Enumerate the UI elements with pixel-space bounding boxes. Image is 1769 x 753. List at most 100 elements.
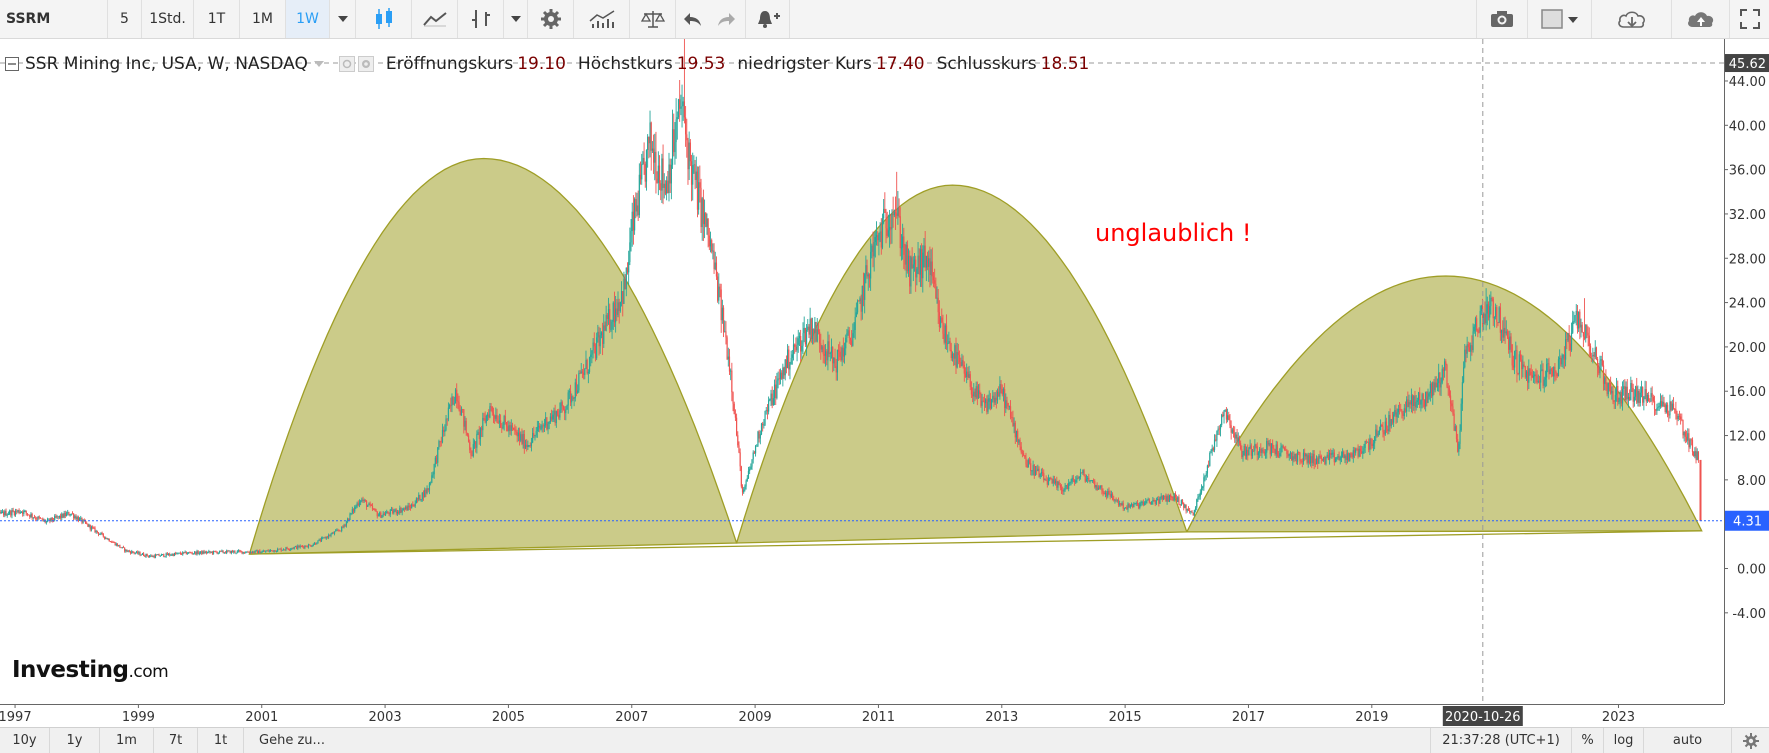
price-chart[interactable]: 44.0040.0036.0032.0028.0024.0020.0016.00… (0, 39, 1769, 727)
candle-body (992, 395, 994, 400)
bar-type-button[interactable] (458, 0, 504, 38)
interval-dropdown-button[interactable] (330, 0, 356, 38)
save-chart-button[interactable] (1672, 0, 1730, 38)
candle-body (706, 218, 708, 227)
candle-body (759, 434, 761, 439)
candle-body (1626, 386, 1628, 400)
undo-button[interactable] (676, 0, 708, 38)
candle-body (522, 434, 524, 444)
candle-body (636, 205, 638, 212)
candle (1567, 333, 1569, 342)
chart-settings-button[interactable] (1732, 728, 1769, 753)
symbol-field[interactable]: SSRM (0, 0, 108, 38)
candle (843, 342, 846, 364)
chevron-down-icon[interactable] (313, 60, 325, 68)
gear-icon[interactable] (357, 56, 374, 72)
alert-button[interactable] (746, 0, 790, 38)
candle-body (14, 510, 17, 515)
candle-body (1644, 389, 1646, 397)
candle (335, 528, 337, 532)
redo-button[interactable] (708, 0, 746, 38)
candle-body (912, 264, 914, 269)
fullscreen-button[interactable] (1730, 0, 1769, 38)
collapse-square-icon[interactable] (5, 57, 19, 71)
range-10y-button[interactable]: 10y (0, 728, 50, 753)
candle (1674, 408, 1676, 414)
log-scale-button[interactable]: log (1604, 728, 1644, 753)
candle (305, 545, 307, 547)
range-1m-button[interactable]: 1m (100, 728, 154, 753)
auto-scale-button[interactable]: auto (1644, 728, 1732, 753)
candle (1637, 385, 1639, 407)
candle (62, 513, 64, 519)
eye-icon[interactable] (338, 56, 355, 72)
candle-body (1185, 505, 1187, 511)
candle (1208, 460, 1210, 468)
layout-button[interactable] (1528, 0, 1592, 38)
candle (651, 141, 653, 153)
chart-type-line-button[interactable] (412, 0, 458, 38)
candle (473, 439, 476, 449)
range-7t-button[interactable]: 7t (154, 728, 198, 753)
annotation-text[interactable]: unglaublich ! (1095, 219, 1252, 247)
candle-body (205, 551, 208, 554)
candle (208, 549, 210, 554)
candles-button[interactable] (356, 0, 412, 38)
candle (139, 551, 141, 557)
candle-body (401, 509, 403, 513)
candle-body (1192, 512, 1194, 516)
goto-button[interactable]: Gehe zu... (244, 728, 340, 753)
candle-body (1651, 393, 1653, 397)
candle-body (527, 445, 529, 447)
candle (1544, 370, 1547, 388)
candle (606, 313, 608, 327)
candle (1336, 456, 1338, 462)
candle-body (103, 536, 106, 539)
candle-body (347, 518, 349, 522)
candle (1664, 402, 1666, 414)
range-1t-button[interactable]: 1t (198, 728, 244, 753)
candle-body (1082, 470, 1084, 474)
candle-body (1117, 499, 1120, 505)
candle (216, 551, 218, 555)
candle-body (763, 424, 765, 426)
compare-button[interactable] (630, 0, 676, 38)
interval-1m-button[interactable]: 1M (240, 0, 286, 38)
candle (1529, 368, 1531, 376)
candle (267, 549, 269, 552)
candle-body (208, 551, 210, 553)
range-1y-button[interactable]: 1y (50, 728, 100, 753)
crosshair-price-box (1725, 54, 1769, 73)
interval-1w-button[interactable]: 1W (286, 0, 330, 38)
chart-type-dropdown-button[interactable] (504, 0, 528, 38)
candle-body (837, 349, 840, 352)
interval-1h-button[interactable]: 1Std. (142, 0, 194, 38)
candle (377, 513, 380, 517)
candle-body (236, 551, 238, 553)
candle-body (472, 444, 474, 457)
candle-body (990, 399, 993, 409)
settings-button[interactable] (528, 0, 574, 38)
candle-body (868, 274, 871, 279)
interval-5-button[interactable]: 5 (108, 0, 142, 38)
interval-1d-button[interactable]: 1T (194, 0, 240, 38)
candle (647, 134, 649, 168)
candle (840, 346, 842, 362)
candle-body (1426, 391, 1428, 403)
candle (1387, 425, 1389, 435)
percent-scale-button[interactable]: % (1572, 728, 1604, 753)
candle (1461, 376, 1464, 411)
candle (713, 243, 715, 274)
candle-body (0, 511, 2, 514)
price-tick-label: 28.00 (1729, 252, 1766, 267)
candle (407, 502, 409, 511)
load-chart-button[interactable] (1592, 0, 1672, 38)
candle (550, 409, 553, 422)
candle-body (1113, 498, 1115, 501)
snapshot-button[interactable] (1476, 0, 1528, 38)
candle-body (246, 551, 248, 553)
indicators-button[interactable] (574, 0, 630, 38)
candle-body (256, 550, 259, 554)
candle-body (964, 373, 967, 378)
candle (1454, 423, 1456, 432)
